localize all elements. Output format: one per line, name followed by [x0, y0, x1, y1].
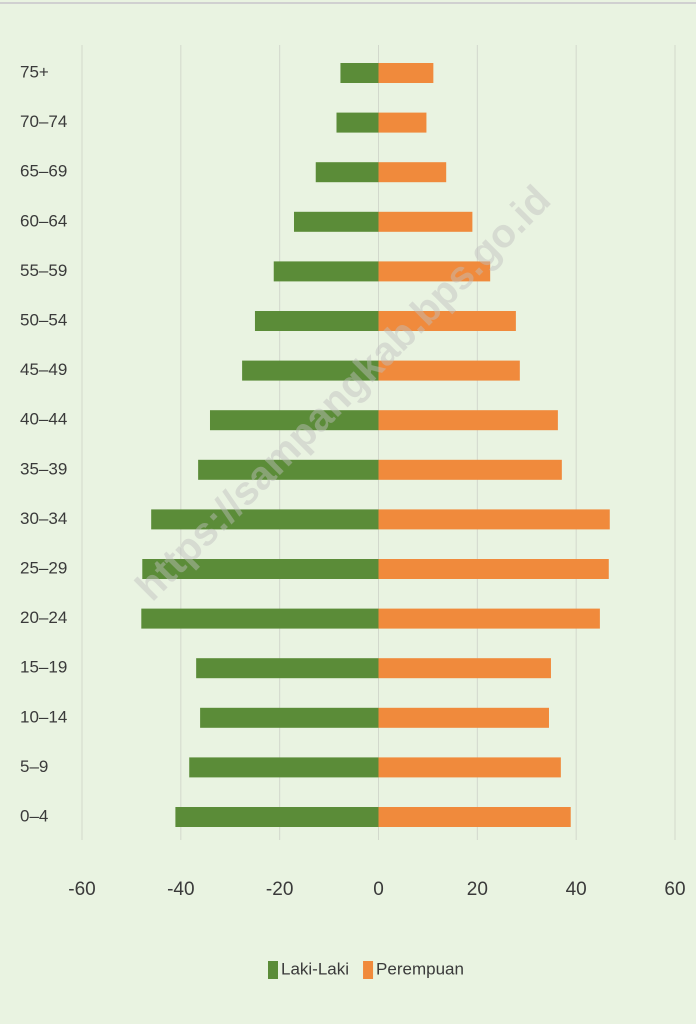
bar: [336, 112, 379, 133]
x-tick-label: 60: [664, 879, 685, 900]
y-tick-label: 5–9: [20, 757, 48, 776]
bar: [198, 459, 379, 480]
y-tick-label: 10–14: [20, 707, 67, 726]
legend-swatch: [363, 961, 374, 979]
x-tick-label: -60: [68, 879, 95, 900]
x-tick-label: -20: [266, 879, 293, 900]
y-tick-label: 30–34: [20, 509, 67, 528]
bar: [142, 559, 379, 579]
bar: [378, 261, 491, 282]
bar: [175, 807, 379, 827]
y-tick-label: 0–4: [20, 806, 48, 825]
bar: [151, 509, 379, 530]
bar: [378, 63, 434, 83]
bar: [200, 707, 379, 728]
y-tick-label: 15–19: [20, 658, 67, 677]
bar: [209, 410, 379, 431]
bar: [141, 608, 379, 629]
bar: [340, 63, 379, 83]
bar: [273, 261, 379, 282]
bar: [378, 112, 427, 133]
bar: [378, 360, 520, 381]
bar: [378, 509, 610, 530]
bar: [378, 757, 561, 778]
y-tick-label: 70–74: [20, 112, 67, 131]
legend-label: Perempuan: [376, 959, 464, 978]
y-tick-label: 65–69: [20, 162, 67, 181]
bar: [378, 707, 549, 728]
bar: [378, 311, 516, 331]
bar: [242, 360, 379, 381]
y-tick-label: 25–29: [20, 558, 67, 577]
bar: [315, 162, 379, 183]
bar: [378, 608, 600, 629]
y-tick-label: 60–64: [20, 211, 67, 230]
y-tick-label: 55–59: [20, 261, 67, 280]
bar: [378, 807, 571, 827]
legend-swatch: [268, 961, 278, 979]
x-tick-label: 40: [566, 879, 587, 900]
y-tick-label: 45–49: [20, 360, 67, 379]
bar: [293, 211, 379, 232]
bar: [378, 559, 609, 579]
x-tick-label: -40: [167, 879, 194, 900]
bar: [378, 459, 562, 480]
legend-label: Laki-Laki: [281, 959, 349, 978]
y-tick-label: 35–39: [20, 459, 67, 478]
bar: [378, 658, 551, 679]
y-tick-label: 50–54: [20, 310, 67, 329]
bar: [254, 311, 379, 331]
y-tick-label: 20–24: [20, 608, 67, 627]
x-tick-label: 0: [373, 879, 384, 900]
bar: [378, 410, 558, 431]
y-tick-label: 40–44: [20, 410, 67, 429]
bar: [189, 757, 379, 778]
bar: [378, 162, 447, 183]
bar: [196, 658, 379, 679]
x-tick-label: 20: [467, 879, 488, 900]
bar: [378, 211, 473, 232]
y-tick-label: 75+: [20, 62, 49, 81]
